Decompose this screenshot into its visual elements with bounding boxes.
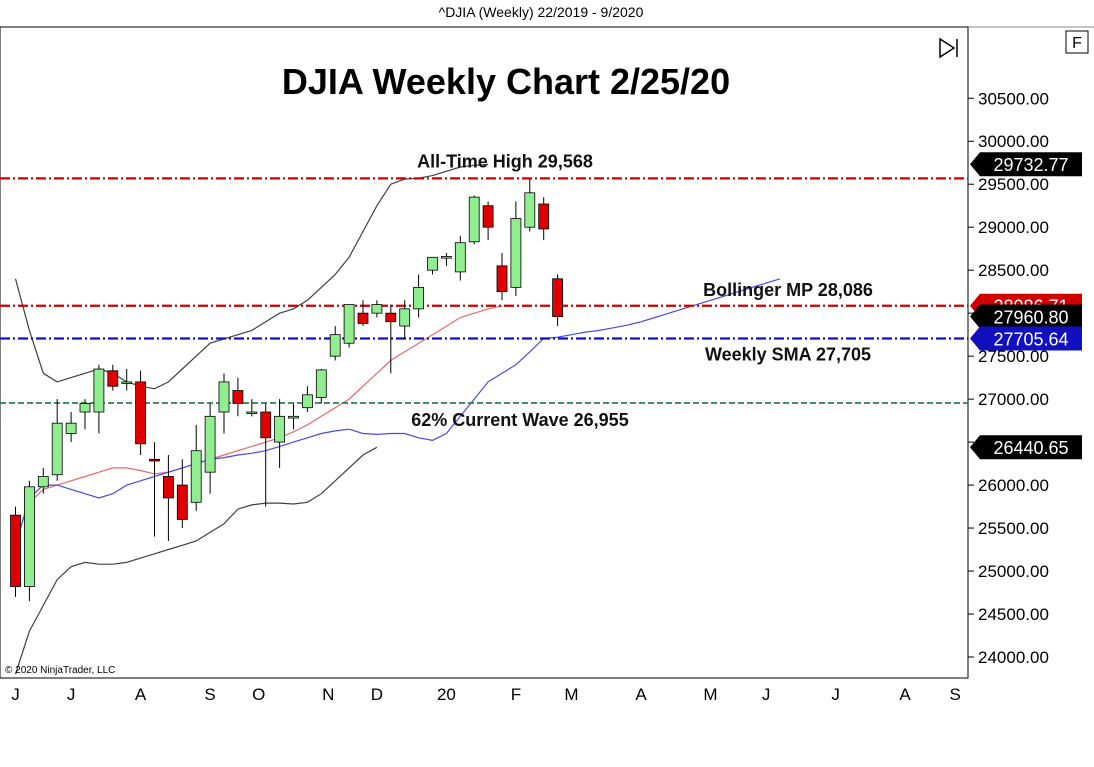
x-tick-label: J [67,685,76,704]
x-tick-label: A [635,685,647,704]
y-tick-label: 27000.00 [978,390,1049,409]
candle-up [218,381,230,413]
ath-level-label: All-Time High 29,568 [417,151,593,171]
y-tick-label: 29000.00 [978,218,1049,237]
y-tick-label: 29500.00 [978,175,1049,194]
candle-down [385,312,397,323]
x-tick-label: A [135,685,147,704]
candle-up [301,394,313,409]
candle-up [51,422,63,476]
candle-down [176,484,188,520]
wave-level-label: 62% Current Wave 26,955 [411,410,628,430]
x-tick-label: J [11,685,20,704]
x-tick-label: M [564,685,578,704]
y-tick-label: 24000.00 [978,648,1049,667]
candle-up [274,415,286,443]
candle-down [538,203,550,230]
candle-up [510,218,522,288]
bollinger-middle-band [14,305,503,542]
candle-down [260,411,272,439]
f-button[interactable]: F [1065,30,1089,54]
bollinger-level-label: Bollinger MP 28,086 [703,280,873,300]
x-tick-label: S [949,685,960,704]
y-tick-label: 28500.00 [978,261,1049,280]
weekly-sma-line [14,278,781,546]
candle-up [121,381,133,384]
candle-down [482,205,494,228]
candle-up [440,256,452,259]
x-tick-label: D [371,685,383,704]
candle-down [162,476,174,499]
chart-title: DJIA Weekly Chart 2/25/20 [282,61,730,102]
candle-down [149,458,160,462]
candle-up [468,196,480,243]
candle-down [10,514,21,587]
y-tick-label: 25000.00 [978,562,1049,581]
x-tick-label: S [204,685,215,704]
sma-price-tag: 27705.64 [970,326,1082,351]
x-tick-label: A [899,685,911,704]
upper-band-price-tag: 29732.77 [970,152,1082,177]
x-tick-label: O [252,685,265,704]
candle-up [288,415,299,419]
candle-up [65,422,77,434]
candle-up [399,308,411,327]
y-tick-label: 25500.00 [978,519,1049,538]
candle-up [93,368,105,413]
candle-up [371,304,383,314]
f-button-label: F [1072,35,1082,52]
last-price-price-tag: 27960.80 [970,304,1082,329]
candle-up [37,476,49,488]
candle-up [343,304,355,344]
candle-down [232,390,244,404]
window-title: ^DJIA (Weekly) 22/2019 - 9/2020 [439,4,644,20]
candle-up [524,192,536,228]
candle-up [413,286,425,310]
bollinger-lower-band [14,446,378,675]
y-tick-label: 24500.00 [978,605,1049,624]
last-price-price-tag-text: 27960.80 [993,308,1068,328]
candle-down [107,370,119,387]
x-tick-label: F [511,685,521,704]
candle-up [315,369,327,398]
y-tick-label: 27500.00 [978,347,1049,366]
upper-band-price-tag-text: 29732.77 [993,155,1068,175]
candle-up [79,403,91,413]
x-tick-label: 20 [437,685,456,704]
copyright-text: © 2020 NinjaTrader, LLC [5,665,115,676]
lower-band-price-tag: 26440.65 [970,435,1082,460]
candle-down [357,312,369,324]
upper-band-price-tag-shape [970,152,1082,177]
y-tick-label: 26000.00 [978,476,1049,495]
candle-up [190,450,202,503]
sma-price-tag-shape [970,326,1082,351]
candle-up [454,242,466,273]
last-price-price-tag-shape [970,304,1082,329]
candle-down [135,381,147,445]
y-tick-label: 30000.00 [978,132,1049,151]
x-tick-label: M [703,685,717,704]
candle-down [552,278,563,317]
play-end-icon[interactable] [935,36,963,60]
candle-up [329,334,341,357]
y-tick-label: 30500.00 [978,89,1049,108]
x-tick-label: N [322,685,334,704]
lower-band-price-tag-text: 26440.65 [993,438,1068,458]
candle-down [496,265,508,293]
lower-band-price-tag-shape [970,435,1082,460]
sma-price-tag-text: 27705.64 [993,329,1068,349]
candle-up [246,411,258,414]
sma-level-label: Weekly SMA 27,705 [705,345,871,365]
x-tick-label: J [762,685,771,704]
candle-up [204,415,216,473]
candle-up [23,486,35,587]
x-tick-label: J [831,685,840,704]
candle-up [427,256,438,271]
